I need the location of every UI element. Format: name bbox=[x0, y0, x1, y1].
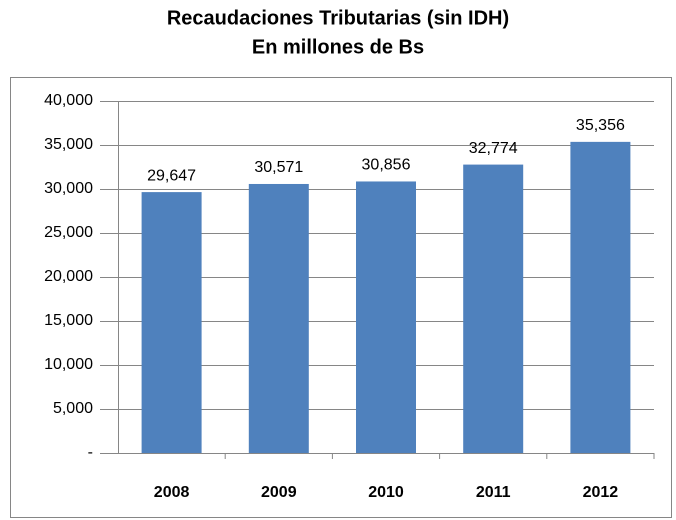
x-tick-label: 2008 bbox=[154, 484, 190, 501]
chart-border bbox=[10, 77, 672, 518]
x-tick-label: 2012 bbox=[583, 484, 619, 501]
bar bbox=[463, 164, 524, 453]
y-tick-label: 35,000 bbox=[44, 136, 93, 153]
y-tick-label: 25,000 bbox=[44, 224, 93, 241]
y-tick-label: 15,000 bbox=[44, 312, 93, 329]
y-tick-label: 40,000 bbox=[44, 92, 93, 109]
bar bbox=[356, 181, 416, 453]
bar bbox=[570, 141, 631, 454]
y-tick-label: - bbox=[88, 444, 93, 461]
y-tick-label: 20,000 bbox=[44, 268, 93, 285]
data-label: 30,571 bbox=[254, 159, 303, 176]
data-label: 29,647 bbox=[147, 167, 196, 184]
bar bbox=[248, 183, 309, 453]
chart-title: Recaudaciones Tributarias (sin IDH) bbox=[167, 7, 509, 29]
x-tick-label: 2011 bbox=[476, 484, 511, 501]
y-tick-label: 10,000 bbox=[44, 356, 93, 373]
x-tick-label: 2010 bbox=[368, 484, 404, 501]
bar bbox=[141, 192, 202, 454]
y-tick-label: 30,000 bbox=[44, 180, 93, 197]
x-tick-label: 2009 bbox=[261, 484, 297, 501]
data-label: 32,774 bbox=[469, 140, 518, 157]
chart-subtitle: En millones de Bs bbox=[252, 36, 424, 58]
y-tick-label: 5,000 bbox=[53, 400, 93, 417]
data-label: 35,356 bbox=[576, 117, 625, 134]
data-label: 30,856 bbox=[362, 157, 411, 174]
